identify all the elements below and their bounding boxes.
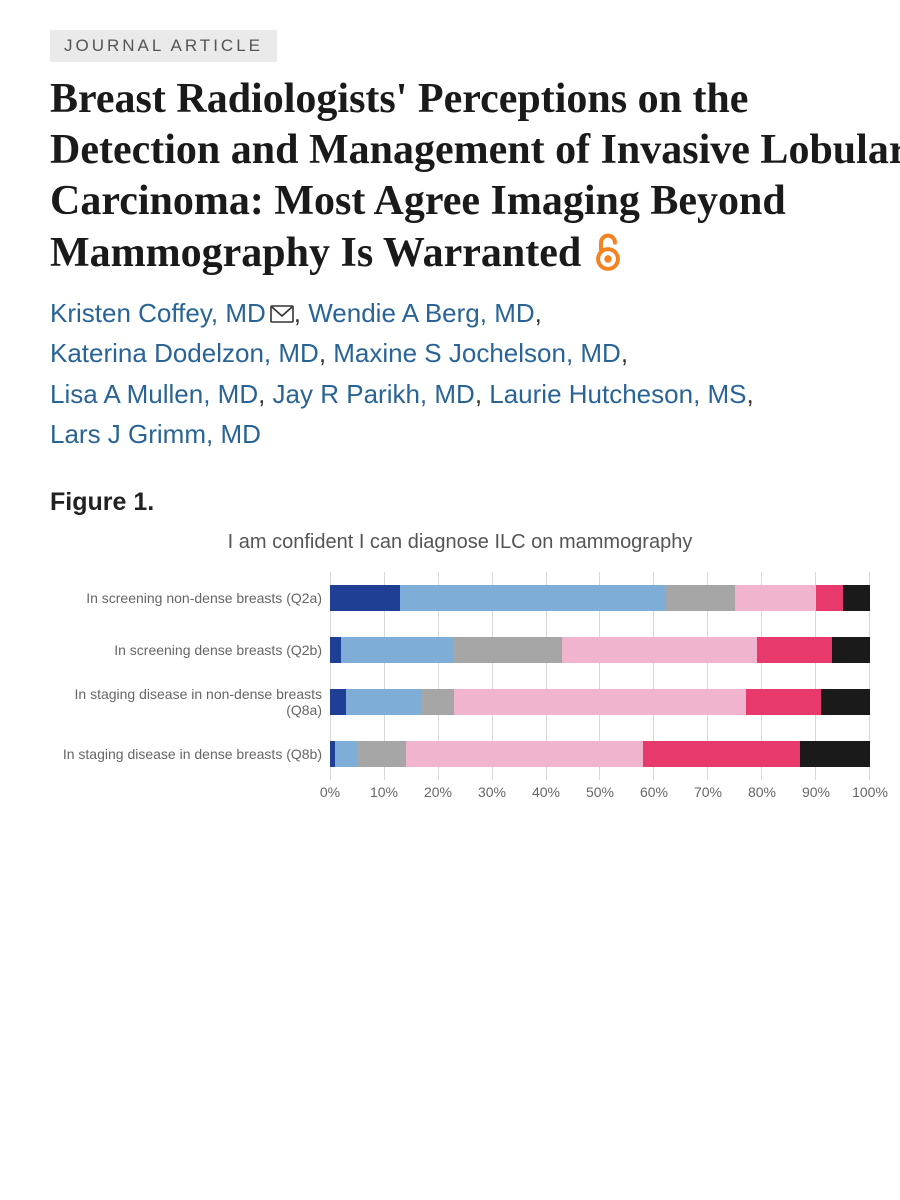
bar-segment — [346, 689, 422, 715]
bar-segment — [665, 585, 735, 611]
chart-x-axis: 0%10%20%30%40%50%60%70%80%90%100% — [330, 784, 870, 812]
chart-bars — [330, 572, 870, 780]
bar-segment — [341, 637, 454, 663]
article-title: Breast Radiologists' Perceptions on the … — [50, 74, 900, 279]
chart-category-label: In screening dense breasts (Q2b) — [50, 624, 330, 676]
bar-segment — [643, 741, 800, 767]
x-tick-label: 40% — [532, 784, 560, 800]
stacked-bar — [330, 689, 870, 715]
bar-segment — [757, 637, 833, 663]
x-tick-label: 70% — [694, 784, 722, 800]
bar-segment — [330, 585, 400, 611]
author-link[interactable]: Laurie Hutcheson, MS — [489, 379, 746, 409]
bar-segment — [735, 585, 816, 611]
chart-bar-row — [330, 728, 870, 780]
author-separator: , — [258, 379, 272, 409]
stacked-bar — [330, 637, 870, 663]
bar-segment — [422, 689, 454, 715]
bar-segment — [330, 689, 346, 715]
x-tick-label: 30% — [478, 784, 506, 800]
chart-category-label: In staging disease in non-dense breasts … — [50, 676, 330, 728]
chart-plot-area: 0%10%20%30%40%50%60%70%80%90%100% — [330, 572, 870, 812]
open-access-icon — [592, 230, 622, 276]
figure-1-chart: I am confident I can diagnose ILC on mam… — [50, 531, 870, 812]
chart-bar-row — [330, 572, 870, 624]
bar-segment — [357, 741, 406, 767]
chart-title: I am confident I can diagnose ILC on mam… — [50, 531, 870, 554]
chart-bar-row — [330, 624, 870, 676]
x-tick-label: 90% — [802, 784, 830, 800]
chart-y-labels: In screening non-dense breasts (Q2a)In s… — [50, 572, 330, 812]
author-separator: , — [621, 338, 628, 368]
stacked-bar — [330, 741, 870, 767]
bar-segment — [454, 637, 562, 663]
author-list: Kristen Coffey, MD, Wendie A Berg, MD, K… — [50, 293, 790, 454]
figure-label: Figure 1. — [50, 488, 900, 517]
bar-segment — [335, 741, 357, 767]
corresponding-author-icon[interactable] — [266, 298, 294, 328]
bar-segment — [800, 741, 870, 767]
x-tick-label: 0% — [320, 784, 340, 800]
author-link[interactable]: Kristen Coffey, MD — [50, 298, 266, 328]
title-text: Breast Radiologists' Perceptions on the … — [50, 76, 900, 276]
chart-bar-row — [330, 676, 870, 728]
author-link[interactable]: Lisa A Mullen, MD — [50, 379, 258, 409]
x-tick-label: 50% — [586, 784, 614, 800]
bar-segment — [746, 689, 822, 715]
author-link[interactable]: Jay R Parikh, MD — [273, 379, 475, 409]
author-link[interactable]: Maxine S Jochelson, MD — [333, 338, 621, 368]
x-tick-label: 100% — [852, 784, 888, 800]
author-separator: , — [294, 298, 308, 328]
author-separator: , — [747, 379, 754, 409]
author-separator: , — [535, 298, 542, 328]
bar-segment — [400, 585, 665, 611]
bar-segment — [406, 741, 644, 767]
bar-segment — [330, 637, 341, 663]
author-link[interactable]: Katerina Dodelzon, MD — [50, 338, 319, 368]
x-tick-label: 10% — [370, 784, 398, 800]
bar-segment — [816, 585, 843, 611]
author-link[interactable]: Wendie A Berg, MD — [308, 298, 534, 328]
bar-segment — [843, 585, 870, 611]
article-type-badge: JOURNAL ARTICLE — [50, 30, 277, 62]
bar-segment — [832, 637, 870, 663]
chart-category-label: In screening non-dense breasts (Q2a) — [50, 572, 330, 624]
bar-segment — [454, 689, 746, 715]
bar-segment — [562, 637, 756, 663]
x-tick-label: 60% — [640, 784, 668, 800]
stacked-bar — [330, 585, 870, 611]
x-tick-label: 80% — [748, 784, 776, 800]
author-link[interactable]: Lars J Grimm, MD — [50, 419, 261, 449]
bar-segment — [821, 689, 870, 715]
x-tick-label: 20% — [424, 784, 452, 800]
chart-category-label: In staging disease in dense breasts (Q8b… — [50, 728, 330, 780]
author-separator: , — [319, 338, 333, 368]
author-separator: , — [475, 379, 489, 409]
